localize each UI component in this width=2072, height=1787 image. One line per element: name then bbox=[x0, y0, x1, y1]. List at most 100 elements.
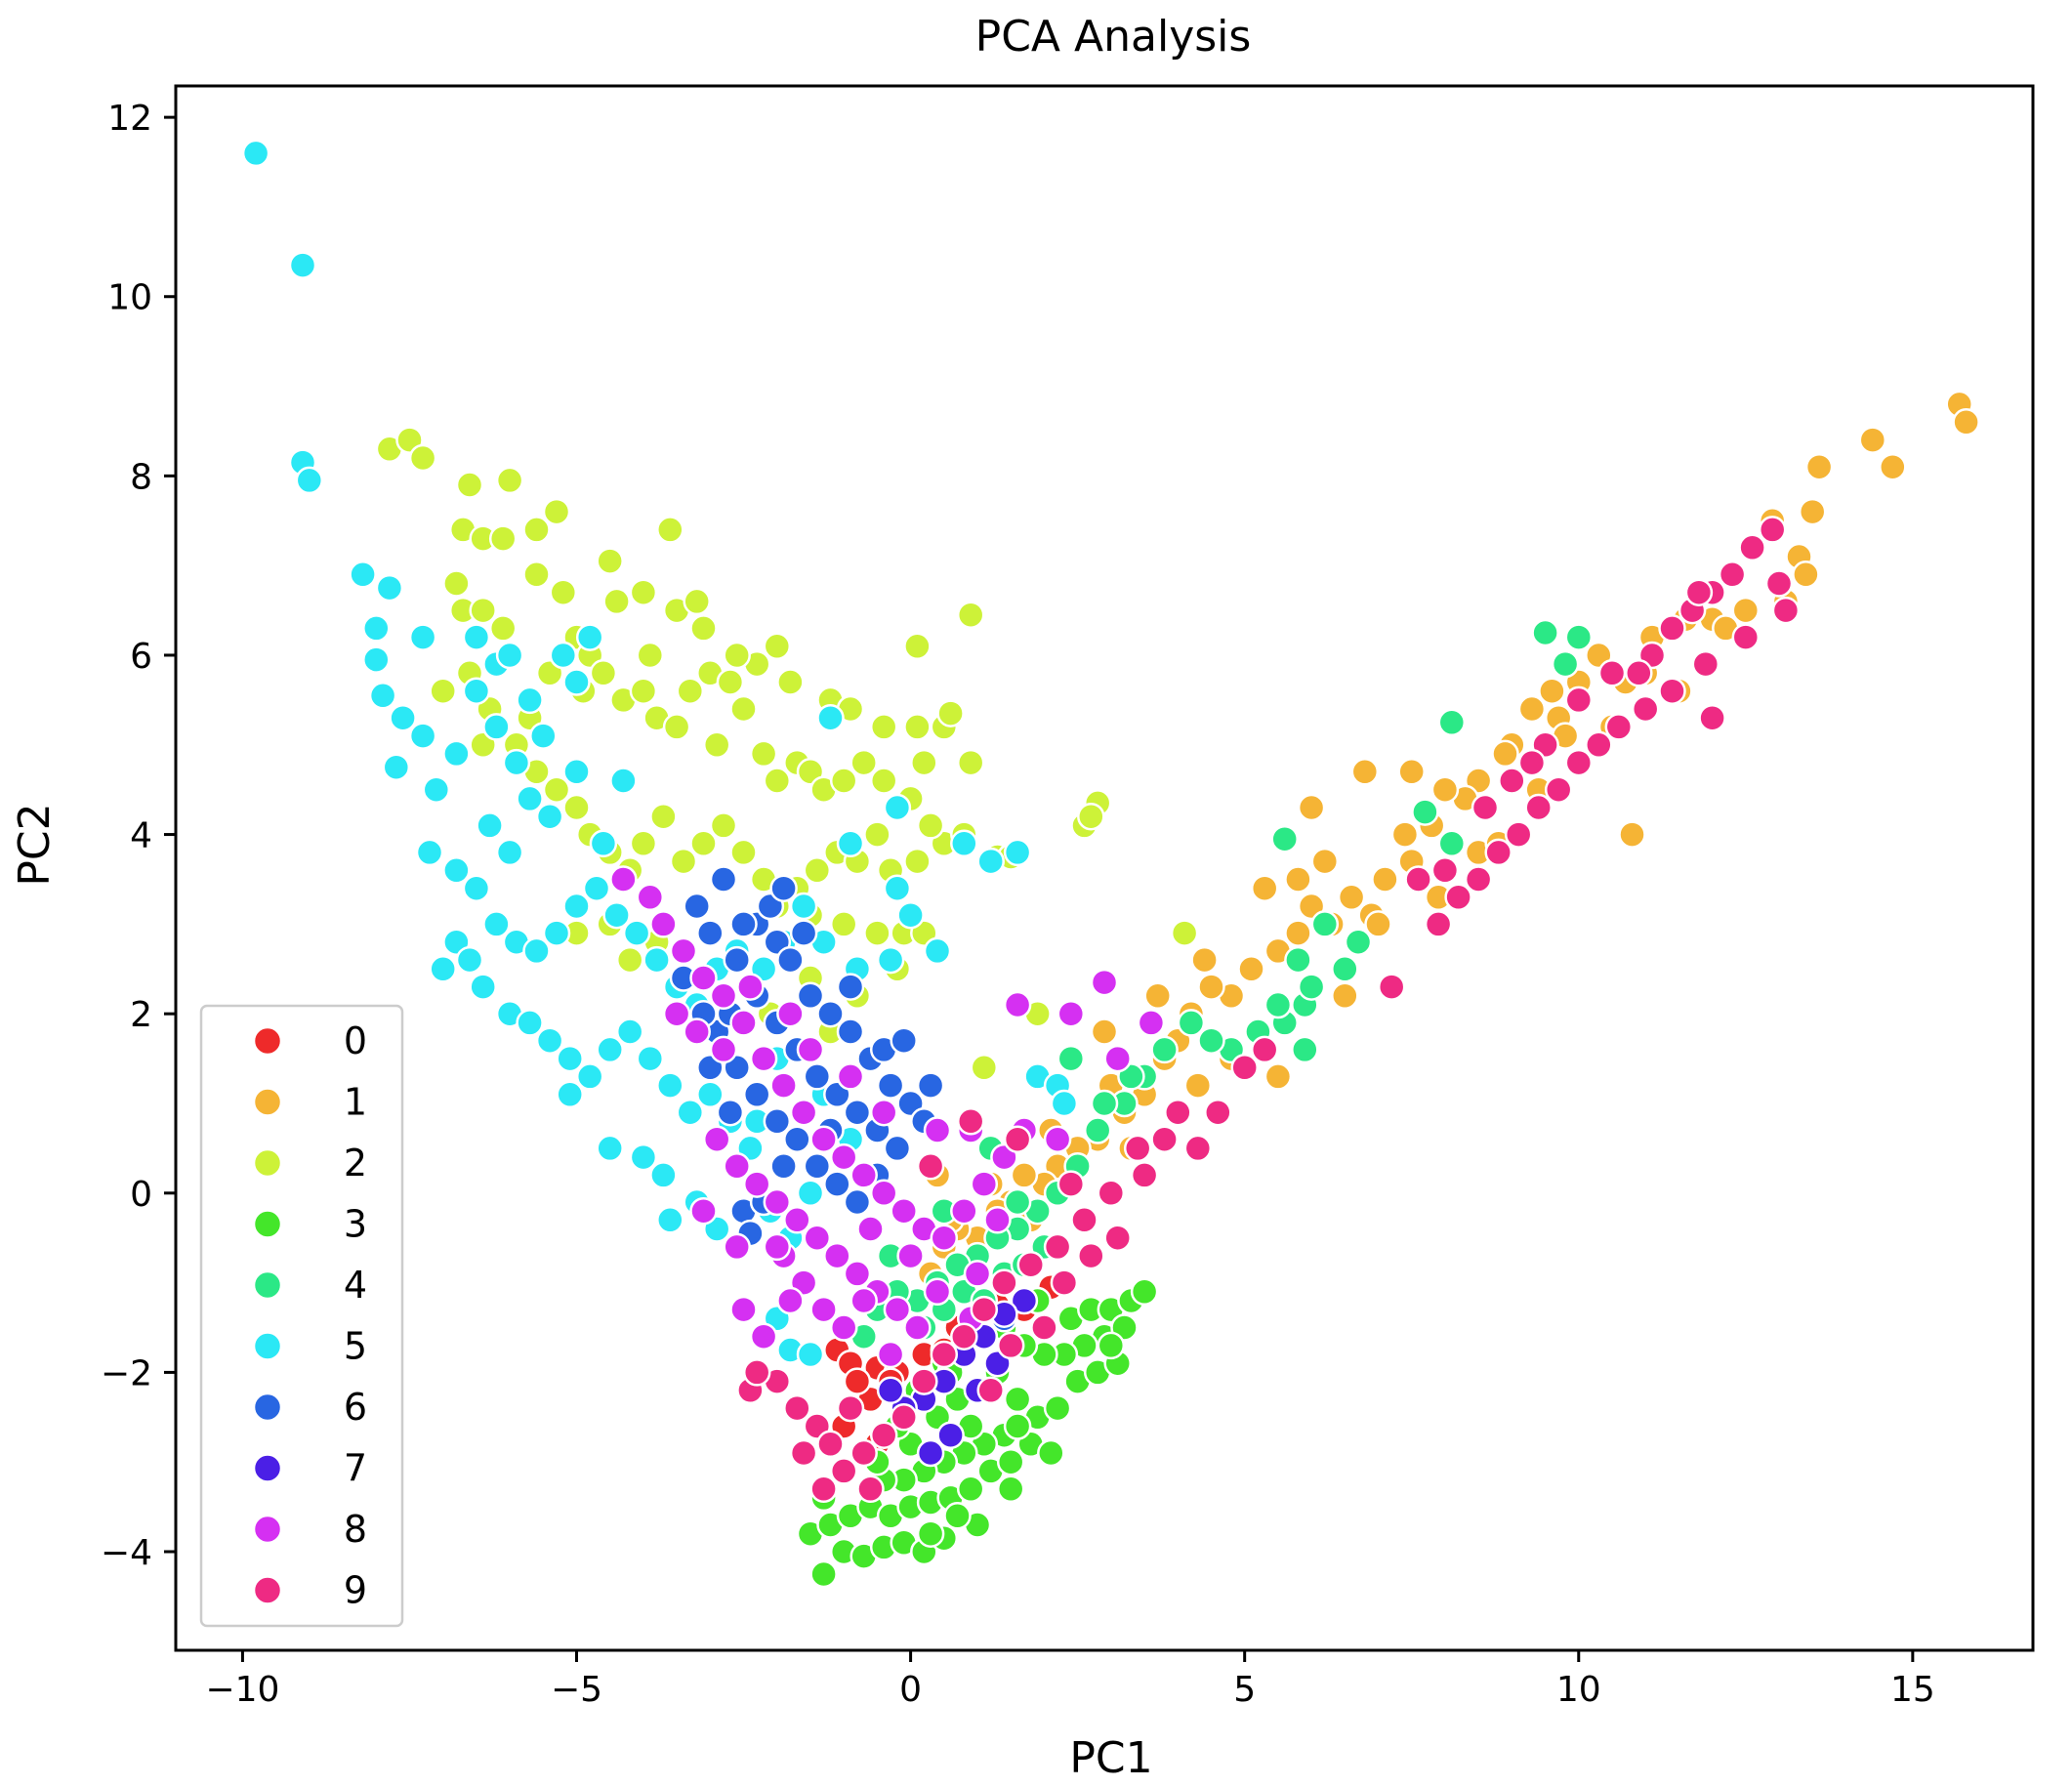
data-point bbox=[482, 713, 511, 741]
data-point bbox=[442, 569, 471, 598]
data-point bbox=[856, 1215, 885, 1243]
data-point bbox=[1397, 758, 1426, 786]
data-point bbox=[1858, 426, 1887, 454]
data-point bbox=[723, 1152, 751, 1181]
data-point bbox=[1010, 1161, 1039, 1189]
data-point bbox=[542, 497, 571, 526]
legend-marker bbox=[252, 1514, 283, 1545]
data-point bbox=[516, 686, 544, 715]
legend-label: 4 bbox=[344, 1264, 367, 1307]
data-point bbox=[829, 1457, 858, 1485]
data-point bbox=[970, 1295, 999, 1324]
data-point bbox=[1003, 1187, 1032, 1217]
data-point bbox=[562, 758, 591, 786]
data-point bbox=[1731, 623, 1761, 651]
data-point bbox=[488, 614, 518, 643]
x-axis-title: PC1 bbox=[1069, 1733, 1152, 1783]
data-point bbox=[1150, 1125, 1179, 1153]
series-9 bbox=[736, 516, 1801, 1504]
data-point bbox=[1597, 659, 1627, 687]
y-axis-title: PC2 bbox=[10, 803, 60, 886]
data-point bbox=[729, 1295, 758, 1324]
data-point bbox=[916, 811, 945, 840]
data-point bbox=[763, 1107, 792, 1136]
data-point bbox=[803, 1224, 832, 1252]
data-point bbox=[295, 466, 324, 495]
series-8 bbox=[609, 865, 1166, 1369]
data-point bbox=[996, 1331, 1025, 1360]
data-point bbox=[529, 722, 558, 750]
data-point bbox=[1230, 1054, 1259, 1082]
data-point bbox=[1604, 713, 1634, 741]
data-point bbox=[749, 739, 778, 769]
data-point bbox=[368, 682, 397, 710]
data-point bbox=[1016, 1250, 1045, 1279]
legend-label: 2 bbox=[344, 1142, 367, 1184]
data-point bbox=[689, 614, 718, 643]
data-point bbox=[382, 753, 411, 781]
data-point bbox=[1771, 596, 1801, 625]
data-point bbox=[556, 1044, 584, 1073]
data-point bbox=[956, 748, 985, 777]
data-point bbox=[495, 838, 524, 867]
scatter-points bbox=[241, 139, 1980, 1589]
data-point bbox=[970, 1170, 999, 1198]
legend-marker bbox=[252, 1392, 283, 1423]
data-point bbox=[1618, 820, 1646, 849]
data-point bbox=[502, 748, 531, 777]
data-point bbox=[1585, 730, 1613, 760]
data-point bbox=[615, 945, 644, 975]
data-point bbox=[1250, 1035, 1279, 1064]
data-point bbox=[362, 614, 391, 643]
data-point bbox=[562, 892, 591, 921]
data-point bbox=[723, 641, 751, 670]
data-point bbox=[549, 578, 578, 606]
data-point bbox=[1764, 569, 1794, 598]
data-point bbox=[1197, 973, 1225, 1001]
data-point bbox=[742, 1170, 771, 1198]
legend-marker bbox=[252, 1453, 283, 1483]
data-point bbox=[796, 1340, 825, 1369]
data-point bbox=[1424, 910, 1453, 938]
data-point bbox=[1371, 865, 1399, 894]
data-point bbox=[776, 1286, 805, 1315]
data-point bbox=[415, 838, 444, 867]
data-point bbox=[749, 1322, 778, 1351]
data-point bbox=[636, 1044, 665, 1073]
data-point bbox=[1390, 820, 1420, 849]
data-point bbox=[522, 561, 551, 589]
data-point bbox=[789, 1438, 818, 1468]
data-point bbox=[1057, 1170, 1086, 1198]
data-point bbox=[442, 739, 471, 769]
data-point bbox=[629, 829, 658, 858]
data-point bbox=[575, 623, 604, 651]
data-point bbox=[609, 767, 638, 795]
data-point bbox=[763, 1187, 792, 1217]
data-point bbox=[876, 1376, 905, 1405]
data-point bbox=[869, 1179, 898, 1208]
data-point bbox=[1404, 865, 1432, 894]
data-point bbox=[1331, 955, 1359, 983]
data-point bbox=[883, 793, 912, 822]
legend-label: 6 bbox=[344, 1386, 367, 1429]
data-point bbox=[1137, 1009, 1166, 1037]
data-point bbox=[1430, 856, 1460, 885]
data-point bbox=[896, 900, 925, 930]
data-point bbox=[488, 524, 518, 553]
data-point bbox=[669, 936, 698, 966]
data-point bbox=[769, 874, 798, 902]
chart-title: PCA Analysis bbox=[975, 12, 1252, 62]
data-point bbox=[796, 1179, 825, 1208]
data-point bbox=[596, 1035, 624, 1064]
data-point bbox=[1437, 708, 1467, 737]
data-point bbox=[1130, 1277, 1159, 1307]
data-point bbox=[1658, 614, 1686, 643]
data-point bbox=[1377, 973, 1406, 1001]
data-point bbox=[549, 641, 578, 670]
data-point bbox=[1284, 865, 1312, 894]
data-point bbox=[1270, 824, 1299, 853]
data-point bbox=[629, 578, 658, 606]
data-point bbox=[829, 1143, 858, 1172]
data-point bbox=[850, 1161, 878, 1189]
data-point bbox=[876, 1071, 905, 1100]
